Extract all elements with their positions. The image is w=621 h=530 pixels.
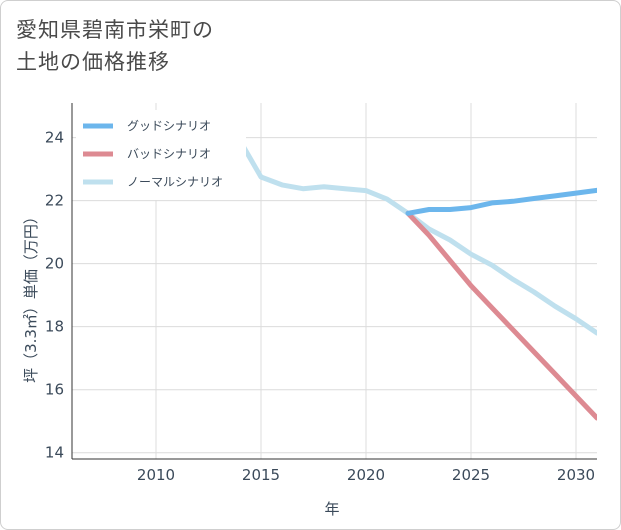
legend-label: ノーマルシナリオ bbox=[127, 175, 223, 189]
x-tick-label: 2025 bbox=[452, 466, 490, 484]
chart-title-line-2: 土地の価格推移 bbox=[16, 50, 170, 74]
x-tick-label: 2015 bbox=[242, 466, 280, 484]
series-line-2 bbox=[405, 210, 597, 421]
y-axis-title: 坪（3.3㎡）単価（万円） bbox=[22, 209, 40, 383]
x-tick-label: 2030 bbox=[557, 466, 595, 484]
chart-title-line-1: 愛知県碧南市栄町の bbox=[16, 18, 214, 42]
x-axis-title: 年 bbox=[324, 500, 339, 518]
legend-label: グッドシナリオ bbox=[127, 119, 211, 133]
x-tick-label: 2010 bbox=[137, 466, 175, 484]
y-tick-label: 20 bbox=[45, 255, 64, 273]
y-tick-label: 18 bbox=[45, 318, 64, 336]
x-tick-label: 2020 bbox=[347, 466, 385, 484]
y-tick-label: 16 bbox=[45, 381, 64, 399]
series-line-1 bbox=[405, 187, 597, 216]
y-tick-label: 22 bbox=[45, 192, 64, 210]
chart-title: 愛知県碧南市栄町の 土地の価格推移 bbox=[16, 14, 214, 78]
y-tick-label: 14 bbox=[45, 444, 64, 462]
y-tick-label: 24 bbox=[45, 129, 64, 147]
legend-label: バッドシナリオ bbox=[127, 147, 211, 161]
axes: 14 16 18 20 22 24 2010 2015 2020 2025 2030 bbox=[45, 103, 597, 484]
